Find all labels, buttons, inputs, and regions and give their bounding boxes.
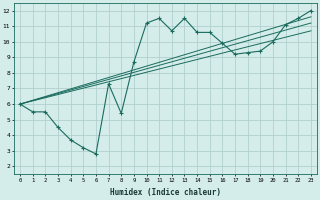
X-axis label: Humidex (Indice chaleur): Humidex (Indice chaleur) [110,188,221,197]
